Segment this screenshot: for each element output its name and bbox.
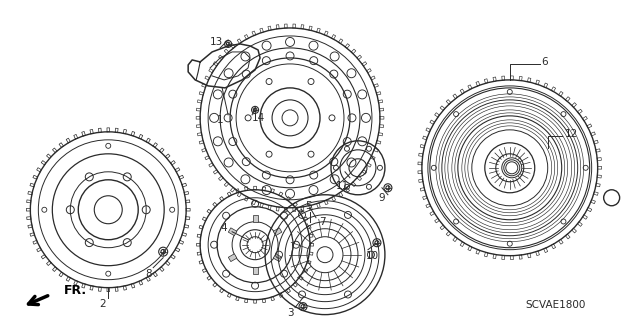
Text: SCVAE1800: SCVAE1800 — [525, 300, 586, 310]
Text: 3: 3 — [287, 308, 293, 318]
Bar — [253, 215, 257, 222]
Text: 6: 6 — [541, 57, 548, 67]
Text: 5: 5 — [305, 201, 311, 211]
Bar — [228, 228, 237, 236]
Text: 9: 9 — [379, 193, 385, 203]
Text: 4: 4 — [221, 223, 227, 233]
Text: 8: 8 — [145, 269, 152, 279]
Text: 14: 14 — [252, 113, 265, 123]
Bar — [228, 254, 237, 262]
Text: FR.: FR. — [64, 284, 88, 297]
Bar — [253, 267, 257, 274]
Text: 7: 7 — [319, 217, 325, 227]
Text: 13: 13 — [209, 37, 223, 47]
Text: 12: 12 — [564, 129, 578, 139]
Bar — [273, 228, 282, 236]
Text: 11: 11 — [335, 181, 349, 191]
Text: 2: 2 — [99, 299, 106, 309]
Bar — [273, 254, 282, 262]
Text: 1: 1 — [217, 115, 223, 125]
Text: 10: 10 — [365, 251, 378, 261]
